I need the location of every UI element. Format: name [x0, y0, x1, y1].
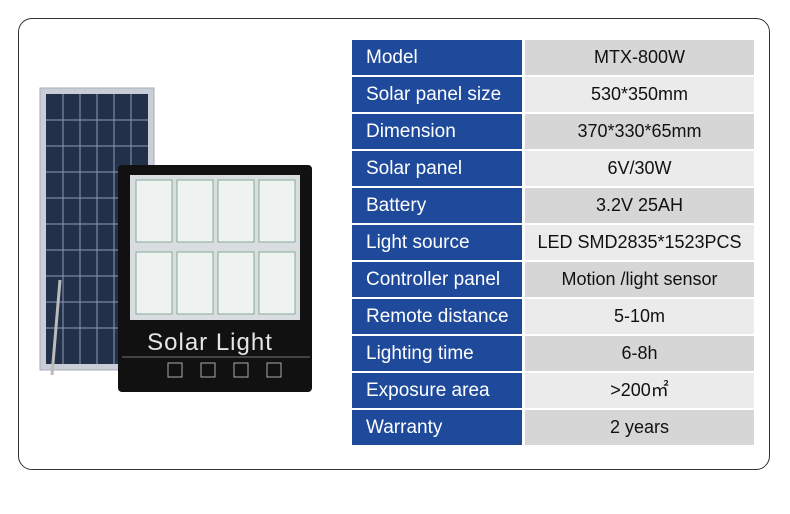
spec-row: Controller panel Motion /light sensor	[352, 262, 754, 297]
spec-label: Battery	[352, 188, 522, 223]
spec-row: Remote distance 5-10m	[352, 299, 754, 334]
spec-label: Lighting time	[352, 336, 522, 371]
spec-value: 6V/30W	[525, 151, 754, 186]
brand-text: Solar Light	[147, 329, 273, 356]
spec-row: Lighting time 6-8h	[352, 336, 754, 371]
spec-value: 530*350mm	[525, 77, 754, 112]
spec-row: Exposure area >200㎡	[352, 373, 754, 408]
spec-label: Model	[352, 40, 522, 75]
card-frame	[18, 18, 770, 470]
spec-label: Light source	[352, 225, 522, 260]
spec-row: Solar panel 6V/30W	[352, 151, 754, 186]
solar-panel-icon	[266, 362, 282, 378]
spec-label: Warranty	[352, 410, 522, 445]
spec-value: 6-8h	[525, 336, 754, 371]
spec-row: Model MTX-800W	[352, 40, 754, 75]
spec-value: 3.2V 25AH	[525, 188, 754, 223]
lightning-icon	[167, 362, 183, 378]
spec-row: Battery 3.2V 25AH	[352, 188, 754, 223]
auto-mode-icon	[233, 362, 249, 378]
spec-row: Dimension 370*330*65mm	[352, 114, 754, 149]
spec-label: Remote distance	[352, 299, 522, 334]
spec-value: >200㎡	[525, 373, 754, 408]
spec-value: 370*330*65mm	[525, 114, 754, 149]
rain-cloud-icon	[200, 362, 216, 378]
spec-table: Model MTX-800W Solar panel size 530*350mm Di…	[352, 40, 754, 447]
spec-value: LED SMD2835*1523PCS	[525, 225, 754, 260]
spec-row: Warranty 2 years	[352, 410, 754, 445]
spec-label: Solar panel size	[352, 77, 522, 112]
spec-label: Exposure area	[352, 373, 522, 408]
product-image: Solar Light	[39, 87, 312, 392]
spec-row: Light source LED SMD2835*1523PCS	[352, 225, 754, 260]
spec-value: 5-10m	[525, 299, 754, 334]
flood-light: Solar Light	[118, 165, 312, 392]
spec-label: Solar panel	[352, 151, 522, 186]
spec-row: Solar panel size 530*350mm	[352, 77, 754, 112]
spec-value: Motion /light sensor	[525, 262, 754, 297]
spec-value: MTX-800W	[525, 40, 754, 75]
spec-label: Dimension	[352, 114, 522, 149]
spec-label: Controller panel	[352, 262, 522, 297]
spec-value: 2 years	[525, 410, 754, 445]
